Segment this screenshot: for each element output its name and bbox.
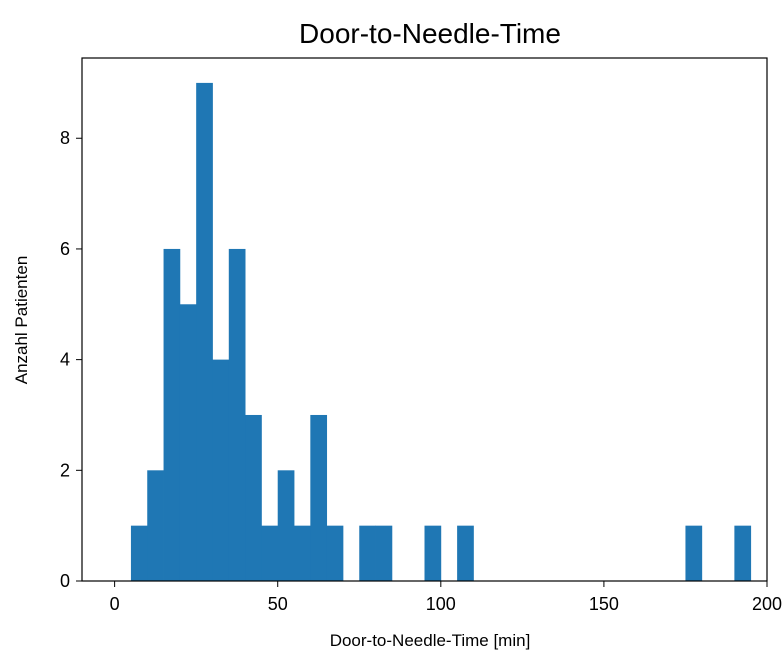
x-axis-label: Door-to-Needle-Time [min] [330,631,531,650]
y-axis-label: Anzahl Patienten [12,256,31,385]
histogram-bar-0 [130,525,148,581]
plot-frame [81,57,768,582]
y-tick-label-0: 0 [60,571,70,591]
histogram-bar-12 [326,525,344,581]
y-tick-label-4: 8 [60,128,70,148]
x-tick-label-2: 100 [426,594,456,614]
histogram-bar-18 [734,525,752,581]
histogram-bar-10 [294,525,311,581]
histogram-bar-5 [212,359,230,581]
x-tick-label-1: 50 [268,594,288,614]
histogram-bar-13 [359,525,376,581]
y-tick-label-3: 6 [60,239,70,259]
histogram-bar-3 [179,304,197,581]
x-tick-label-0: 0 [110,594,120,614]
histogram-bar-17 [685,525,703,581]
histogram-bar-8 [261,525,279,581]
histogram-bar-6 [228,248,246,581]
histogram-bar-2 [163,248,181,581]
histogram-bar-15 [424,525,442,581]
histogram-bar-4 [196,82,213,582]
y-tick-label-2: 4 [60,350,70,370]
y-axis-ticks: 0 2 4 6 8 [60,128,82,591]
histogram-bar-1 [147,470,164,581]
histogram-bar-14 [375,525,393,581]
x-axis-ticks: 0 50 100 150 200 [110,581,782,614]
y-tick-label-1: 2 [60,460,70,480]
histogram-bar-9 [277,470,295,581]
bars-group [130,82,752,582]
chart-title: Door-to-Needle-Time [299,18,561,49]
x-tick-label-3: 150 [589,594,619,614]
histogram-bar-7 [245,414,262,581]
histogram-bar-11 [310,414,328,581]
x-tick-label-4: 200 [752,594,782,614]
histogram-bar-16 [457,525,474,581]
